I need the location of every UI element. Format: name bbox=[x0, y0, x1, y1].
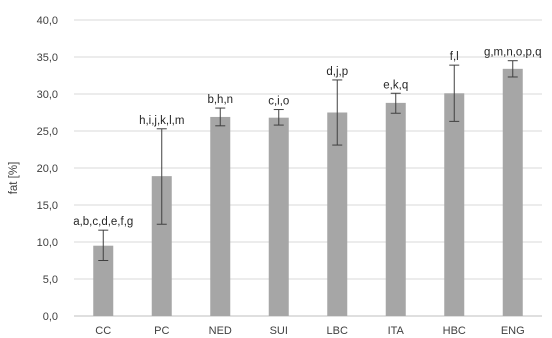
y-axis-label: fat [%] bbox=[8, 162, 20, 195]
y-tick-labels: 0,0 5,0 10,0 15,0 20,0 25,0 30,0 35,0 40,0 bbox=[37, 15, 58, 323]
bar-annotation: f,l bbox=[450, 51, 459, 63]
gridlines bbox=[74, 19, 542, 317]
x-tick-label: CC bbox=[95, 325, 111, 337]
bar-annotation: a,b,c,d,e,f,g bbox=[73, 216, 133, 228]
y-tick-label: 20,0 bbox=[37, 163, 58, 175]
error-bar-lbc bbox=[332, 79, 343, 146]
bar-eng bbox=[502, 68, 523, 316]
x-tick-label: ENG bbox=[501, 325, 525, 337]
error-bar-ned bbox=[215, 107, 226, 127]
bar-annotation: c,i,o bbox=[268, 96, 289, 108]
y-tick-label: 5,0 bbox=[43, 274, 58, 286]
y-tick-label: 0,0 bbox=[43, 311, 58, 323]
error-bar-sui bbox=[273, 109, 284, 126]
y-tick-label: 30,0 bbox=[37, 89, 58, 101]
bar-annotation: e,k,q bbox=[383, 79, 408, 91]
y-tick-label: 10,0 bbox=[37, 237, 58, 249]
error-bar-cc bbox=[98, 229, 109, 261]
bar-pc bbox=[151, 176, 172, 316]
bar-annotation: b,h,n bbox=[207, 94, 233, 106]
bar-annotations: a,b,c,d,e,f,g h,i,j,k,l,m b,h,n c,i,o d,j,p e… bbox=[73, 47, 541, 228]
bars bbox=[93, 68, 523, 317]
y-tick-label: 35,0 bbox=[37, 52, 58, 64]
y-tick-label: 15,0 bbox=[37, 200, 58, 212]
error-bar-pc bbox=[156, 128, 167, 225]
bar-ned bbox=[210, 116, 231, 316]
x-tick-label: LBC bbox=[327, 325, 348, 337]
x-tick-label: NED bbox=[209, 325, 232, 337]
bar-cc bbox=[93, 245, 114, 316]
x-tick-label: HBC bbox=[443, 325, 466, 337]
bar-annotation: d,j,p bbox=[326, 66, 348, 78]
x-tick-label: SUI bbox=[270, 325, 288, 337]
y-tick-label: 40,0 bbox=[37, 15, 58, 27]
error-bar-hbc bbox=[449, 64, 460, 122]
x-tick-label: PC bbox=[154, 325, 169, 337]
bar-annotation: h,i,j,k,l,m bbox=[139, 115, 184, 127]
y-tick-label: 25,0 bbox=[37, 126, 58, 138]
error-bar-eng bbox=[507, 60, 518, 78]
x-tick-label: ITA bbox=[388, 325, 405, 337]
x-tick-labels: CC PC NED SUI LBC ITA HBC ENG bbox=[95, 325, 524, 337]
error-bars bbox=[98, 60, 518, 261]
bar-hbc bbox=[444, 93, 465, 316]
bar-lbc bbox=[327, 112, 348, 316]
bar-ita bbox=[385, 102, 406, 316]
bar-sui bbox=[268, 117, 289, 317]
error-bar-ita bbox=[390, 92, 401, 114]
bar-annotation: g,m,n,o,p,q bbox=[484, 47, 542, 59]
